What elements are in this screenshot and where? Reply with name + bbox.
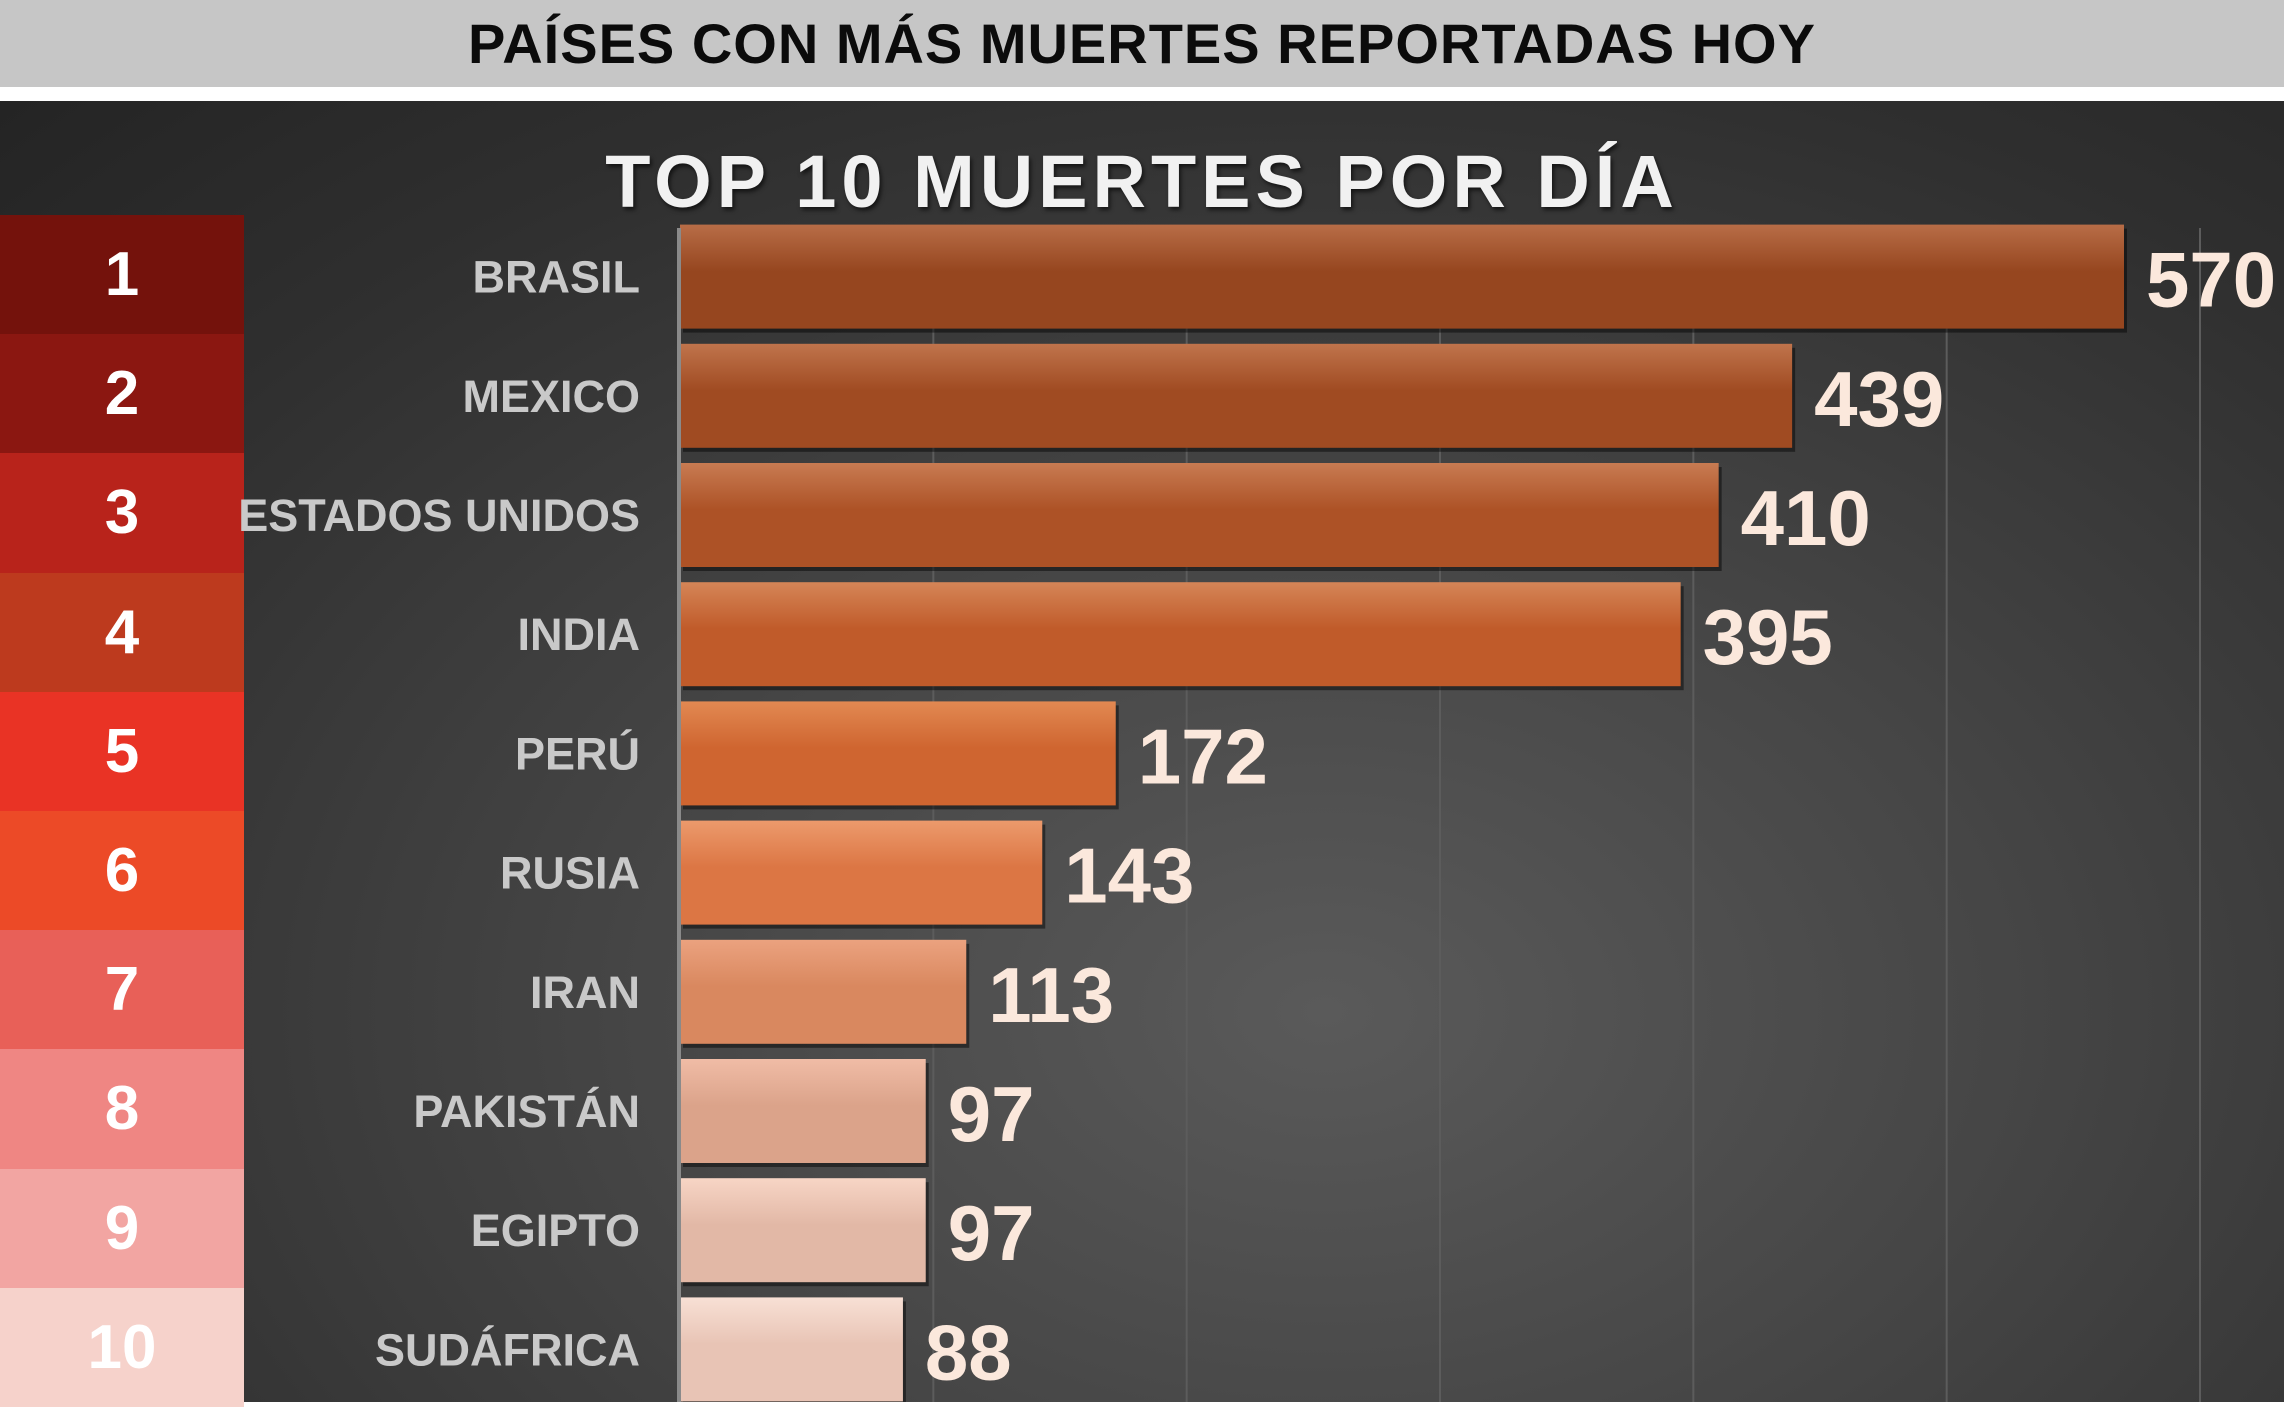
bar-1 bbox=[680, 224, 2124, 329]
category-label: BRASIL bbox=[473, 252, 641, 303]
category-label: EGIPTO bbox=[471, 1205, 640, 1256]
bar-5 bbox=[680, 701, 1116, 806]
rank-cell-2: 2 bbox=[0, 334, 244, 454]
chart-title: TOP 10 MUERTES POR DÍA bbox=[605, 140, 1679, 223]
bar-8 bbox=[680, 1059, 926, 1163]
header-bar: PAÍSES CON MÁS MUERTES REPORTADAS HOY bbox=[0, 0, 2284, 87]
bar-3 bbox=[680, 463, 1719, 567]
value-label: 439 bbox=[1814, 355, 1944, 443]
value-label: 395 bbox=[1703, 593, 1833, 681]
category-label: ESTADOS UNIDOS bbox=[238, 490, 640, 541]
bar-9 bbox=[680, 1178, 926, 1283]
rank-column: 1 2 3 4 5 6 7 8 9 10 bbox=[0, 215, 244, 1407]
value-label: 143 bbox=[1064, 832, 1194, 920]
rank-cell-5: 5 bbox=[0, 691, 244, 811]
category-label: MEXICO bbox=[462, 371, 640, 422]
value-label: 172 bbox=[1138, 712, 1268, 800]
bar-6 bbox=[680, 820, 1043, 925]
rank-cell-1: 1 bbox=[0, 215, 244, 335]
category-label: PAKISTÁN bbox=[413, 1086, 640, 1137]
bar-7 bbox=[680, 939, 967, 1044]
bar-2 bbox=[680, 343, 1793, 448]
value-label: 113 bbox=[988, 951, 1114, 1039]
value-label: 410 bbox=[1741, 474, 1871, 562]
value-label: 97 bbox=[948, 1070, 1035, 1158]
bar-10 bbox=[680, 1297, 903, 1402]
category-label: IRAN bbox=[530, 967, 640, 1018]
category-label: RUSIA bbox=[500, 848, 640, 899]
value-label: 88 bbox=[925, 1308, 1012, 1396]
value-label: 570 bbox=[2146, 236, 2276, 324]
rank-cell-4: 4 bbox=[0, 572, 244, 692]
rank-cell-6: 6 bbox=[0, 811, 244, 931]
value-label: 97 bbox=[948, 1189, 1035, 1277]
page-title: PAÍSES CON MÁS MUERTES REPORTADAS HOY bbox=[468, 12, 1816, 75]
category-label: SUDÁFRICA bbox=[375, 1324, 640, 1375]
rank-cell-8: 8 bbox=[0, 1049, 244, 1169]
rank-cell-7: 7 bbox=[0, 930, 244, 1050]
category-label: PERÚ bbox=[515, 728, 640, 779]
category-label: INDIA bbox=[518, 609, 641, 660]
rank-cell-9: 9 bbox=[0, 1168, 244, 1288]
bar-4 bbox=[680, 582, 1681, 687]
rank-cell-3: 3 bbox=[0, 453, 244, 573]
rank-cell-10: 10 bbox=[0, 1287, 244, 1407]
